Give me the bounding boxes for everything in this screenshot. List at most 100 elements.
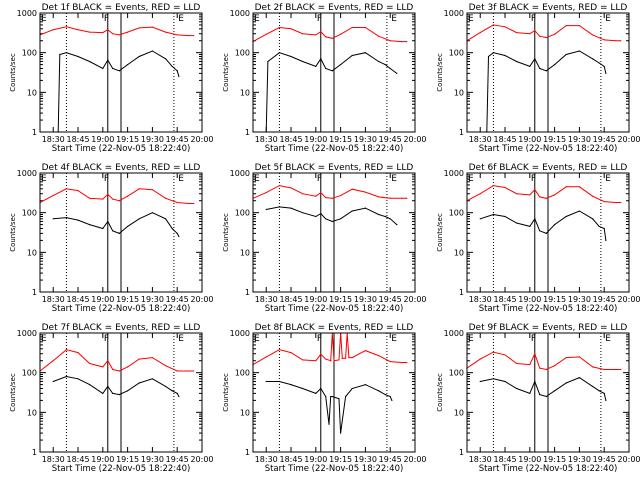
x-tick-label: 19:00 — [518, 135, 541, 144]
lld-data-point — [315, 195, 317, 197]
lld-series-line — [466, 24, 621, 42]
events-data-point — [344, 395, 347, 398]
x-tick-label: 20:00 — [617, 295, 640, 304]
x-tick-label: 19:00 — [518, 295, 541, 304]
events-data-point — [320, 212, 322, 215]
events-data-point — [504, 215, 506, 218]
plot-frame — [252, 12, 416, 133]
lld-data-point — [504, 186, 506, 189]
x-tick-label: 19:00 — [304, 135, 327, 144]
events-data-point — [545, 395, 547, 398]
detector-plot: Det 1f BLACK = Events, RED = LLD 1 10 100 10… — [9, 3, 214, 154]
events-data-point — [578, 377, 581, 379]
events-data-point — [77, 55, 79, 58]
lld-data-point — [112, 198, 114, 200]
x-tick-label: 19:00 — [518, 455, 541, 464]
lld-data-point — [290, 187, 292, 189]
x-tick-label: 19:45 — [166, 295, 189, 304]
lld-data-point — [504, 26, 506, 28]
plot-title: Det 8f BLACK = Events, RED = LLD — [255, 323, 414, 333]
lld-data-point — [112, 368, 114, 371]
lld-data-point — [504, 354, 506, 356]
events-data-point — [127, 390, 129, 392]
lld-data-point — [539, 196, 541, 198]
y-tick-label: 1000 — [230, 9, 250, 18]
events-data-point — [290, 384, 292, 386]
y-tick-label: 10 — [454, 88, 464, 97]
events-data-point — [605, 72, 607, 75]
events-data-point — [330, 395, 332, 398]
events-data-point — [328, 423, 330, 425]
plot-title: Det 7f BLACK = Events, RED = LLD — [42, 323, 201, 333]
events-data-point — [267, 60, 269, 63]
lld-data-point — [529, 194, 531, 196]
lld-data-point — [615, 40, 617, 42]
events-data-point — [118, 70, 120, 72]
events-data-point — [320, 387, 322, 390]
x-tick-label: 19:30 — [141, 135, 164, 144]
events-data-point — [364, 52, 367, 54]
lld-data-point — [344, 357, 347, 359]
events-data-point — [492, 213, 495, 216]
lld-data-point — [325, 196, 327, 199]
events-data-point — [378, 213, 380, 216]
y-tick-label: 1 — [459, 128, 464, 137]
events-data-point — [554, 390, 556, 392]
events-data-point — [578, 210, 581, 212]
y-tick-label: 100 — [449, 369, 464, 378]
y-tick-label: 10 — [27, 248, 37, 257]
events-data-point — [539, 393, 541, 396]
lld-data-point — [340, 194, 342, 197]
events-data-point — [88, 384, 91, 386]
events-data-point — [389, 395, 391, 398]
lld-data-point — [325, 36, 327, 38]
lld-data-point — [52, 194, 54, 197]
events-data-point — [107, 220, 109, 223]
events-data-point — [325, 67, 327, 70]
events-data-point — [127, 64, 129, 66]
lld-data-point — [151, 26, 154, 28]
events-data-point — [364, 207, 367, 209]
events-series-line — [266, 206, 398, 225]
lld-data-point — [479, 32, 481, 34]
y-tick-label: 1 — [32, 128, 37, 137]
events-data-point — [88, 224, 91, 226]
lld-data-point — [107, 193, 109, 195]
lld-data-point — [615, 201, 617, 204]
events-data-point — [290, 207, 292, 209]
lld-data-point — [603, 39, 605, 41]
event-marker-label: F — [317, 174, 322, 184]
lld-data-point — [301, 193, 304, 195]
lld-data-point — [138, 358, 140, 360]
events-data-point — [492, 378, 495, 380]
lld-data-point — [138, 188, 140, 190]
event-marker-label: E — [178, 14, 184, 24]
lld-data-point — [315, 360, 317, 362]
event-marker-label: F — [531, 334, 536, 344]
events-data-point — [52, 380, 54, 383]
x-tick-label: 19:15 — [329, 455, 352, 464]
events-data-point — [565, 382, 567, 384]
event-marker-label: F — [104, 334, 109, 344]
lld-data-point — [320, 192, 322, 194]
events-data-point — [278, 206, 281, 208]
lld-data-point — [338, 359, 340, 361]
events-data-point — [171, 390, 173, 392]
lld-data-point — [127, 195, 129, 197]
detector-plot: Det 2f BLACK = Events, RED = LLD 1 10 100 10… — [222, 3, 427, 154]
events-data-point — [315, 215, 317, 218]
detector-plot: Det 6f BLACK = Events, RED = LLD 1 10 100 10… — [436, 163, 640, 314]
event-marker-label: F — [317, 14, 322, 24]
y-tick-label: 100 — [22, 49, 37, 58]
y-axis-label: Counts/sec — [222, 53, 230, 92]
plot-title: Det 1f BLACK = Events, RED = LLD — [42, 3, 201, 13]
events-data-point — [165, 58, 167, 60]
events-data-point — [176, 232, 178, 235]
event-marker-label: E — [391, 14, 397, 24]
x-tick-label: 20:00 — [617, 455, 640, 464]
y-axis-label: Counts/sec — [222, 373, 230, 412]
y-axis-label: Counts/sec — [436, 53, 444, 92]
x-tick-label: 19:15 — [329, 135, 352, 144]
lld-data-point — [364, 350, 367, 352]
lld-data-point — [389, 197, 391, 199]
